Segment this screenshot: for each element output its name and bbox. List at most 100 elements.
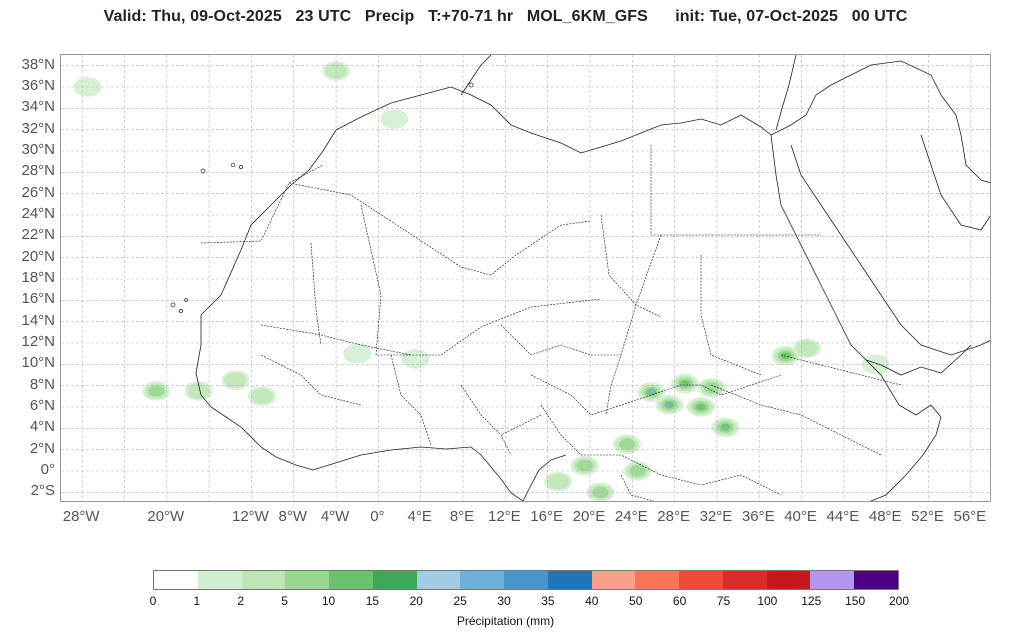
colorbar-tick: 75 <box>716 594 731 608</box>
lat-label: 22°N <box>21 226 55 244</box>
lat-label: 16°N <box>21 290 55 308</box>
precip-cell <box>251 388 274 405</box>
colorbar-swatch <box>372 571 417 589</box>
lon-label: 48°E <box>868 508 902 525</box>
lon-label: 12°W <box>232 508 269 525</box>
colorbar-tick: 35 <box>541 594 555 608</box>
coast-ethiopia <box>865 344 972 376</box>
colorbar-swatch <box>722 571 767 589</box>
colorbar-swatch <box>854 571 899 589</box>
colorbar-tick: 15 <box>365 594 380 608</box>
lat-label: 6°N <box>29 397 55 414</box>
coastlines <box>195 55 990 501</box>
coast-gulf <box>920 134 990 231</box>
colorbar-tick: 50 <box>629 594 643 608</box>
colorbar-swatch <box>547 571 592 589</box>
precip-cell <box>720 423 731 431</box>
island-madeira <box>200 168 206 174</box>
coast-mediterranean <box>335 86 772 154</box>
island-sicily <box>468 82 474 88</box>
lat-label: 2°N <box>29 439 55 457</box>
lat-label: 38°N <box>21 55 55 73</box>
colorbar-tick: 30 <box>497 594 511 608</box>
lon-label: 4°W <box>320 508 350 525</box>
colorbar-tick: 200 <box>888 594 910 608</box>
map-canvas <box>61 55 990 501</box>
lon-label: 24°E <box>614 508 648 525</box>
lat-label: 18°N <box>21 269 55 286</box>
precip-cell <box>666 402 673 407</box>
colorbar-swatch <box>329 571 373 589</box>
lat-label: 26°N <box>21 183 55 201</box>
precipitation-map[interactable] <box>60 54 991 502</box>
lat-label: 32°N <box>21 119 55 137</box>
precip-cell <box>343 343 372 364</box>
colorbar-swatch <box>810 571 855 589</box>
lon-label: 0° <box>370 508 385 525</box>
colorbar-tick: 1 <box>193 594 201 608</box>
precip-cell <box>861 354 890 375</box>
lat-label: 30°N <box>21 141 55 158</box>
colorbar-swatch <box>285 571 330 589</box>
lat-label: 20°N <box>21 247 55 265</box>
lon-label: 8°W <box>278 508 308 525</box>
coast-italy <box>460 55 492 96</box>
colorbar-label: Précipitation (mm) <box>456 614 555 628</box>
colorbar-swatch <box>197 571 242 589</box>
coast-guinea-gulf <box>522 454 567 501</box>
precip-cell <box>648 390 655 395</box>
lon-label: 28°E <box>657 508 690 525</box>
colorbar-swatch <box>504 571 548 589</box>
lon-label: 12°E <box>487 508 521 525</box>
precip-cell <box>380 109 409 129</box>
colorbar-swatch <box>416 571 461 589</box>
colorbar-tick: 60 <box>672 594 687 608</box>
lon-label: 44°E <box>826 508 860 525</box>
colorbar-tick: 10 <box>321 594 336 608</box>
islands <box>170 82 474 313</box>
colorbar-swatch <box>679 571 723 589</box>
lon-label: 20°E <box>572 508 606 525</box>
island-canary <box>230 162 236 168</box>
lat-label: 24°N <box>21 205 55 222</box>
lon-label: 56°E <box>953 508 987 525</box>
colorbar-tick: 2 <box>237 594 245 608</box>
precip-cell <box>148 385 165 397</box>
lat-label: 36°N <box>21 77 55 94</box>
precip-cell <box>224 372 247 389</box>
lat-label: 34°N <box>21 98 55 116</box>
colorbar-swatch <box>241 571 286 589</box>
coast-northwest-africa <box>195 129 524 501</box>
lon-label: 20°W <box>147 508 185 525</box>
precip-cell <box>680 380 691 388</box>
lat-label: 12°N <box>21 333 55 350</box>
lat-label: 10°N <box>21 354 55 372</box>
lat-label: 4°N <box>29 418 55 436</box>
colorbar-tick: 125 <box>801 594 822 608</box>
coast-levant <box>775 55 797 131</box>
coast-arabia-west <box>790 144 990 356</box>
precip-cell <box>547 473 570 490</box>
precip-cell <box>592 486 609 498</box>
precip-cell <box>187 383 210 399</box>
colorbar-tick: 40 <box>585 594 599 608</box>
precip-cell <box>401 349 430 369</box>
colorbar-tick: 150 <box>845 594 866 608</box>
lon-label: 40°E <box>784 508 817 525</box>
lon-label: 52°E <box>911 508 944 525</box>
colorbar <box>153 570 899 590</box>
colorbar-swatch <box>635 571 680 589</box>
lon-label: 4°E <box>407 508 432 525</box>
lon-label: 28°W <box>62 508 100 525</box>
lon-label: 36°E <box>741 508 775 525</box>
precipitation-layer <box>73 61 890 501</box>
island-cape-verde <box>170 302 176 308</box>
country-borders <box>200 145 902 501</box>
colorbar-tick: 0 <box>149 594 157 608</box>
coast-arabia <box>770 60 990 184</box>
colorbar-swatch <box>154 571 198 589</box>
graticule-grid <box>61 55 990 501</box>
precip-cell <box>576 460 593 472</box>
colorbar-swatch <box>460 571 505 589</box>
lat-label: 0° <box>40 461 55 478</box>
